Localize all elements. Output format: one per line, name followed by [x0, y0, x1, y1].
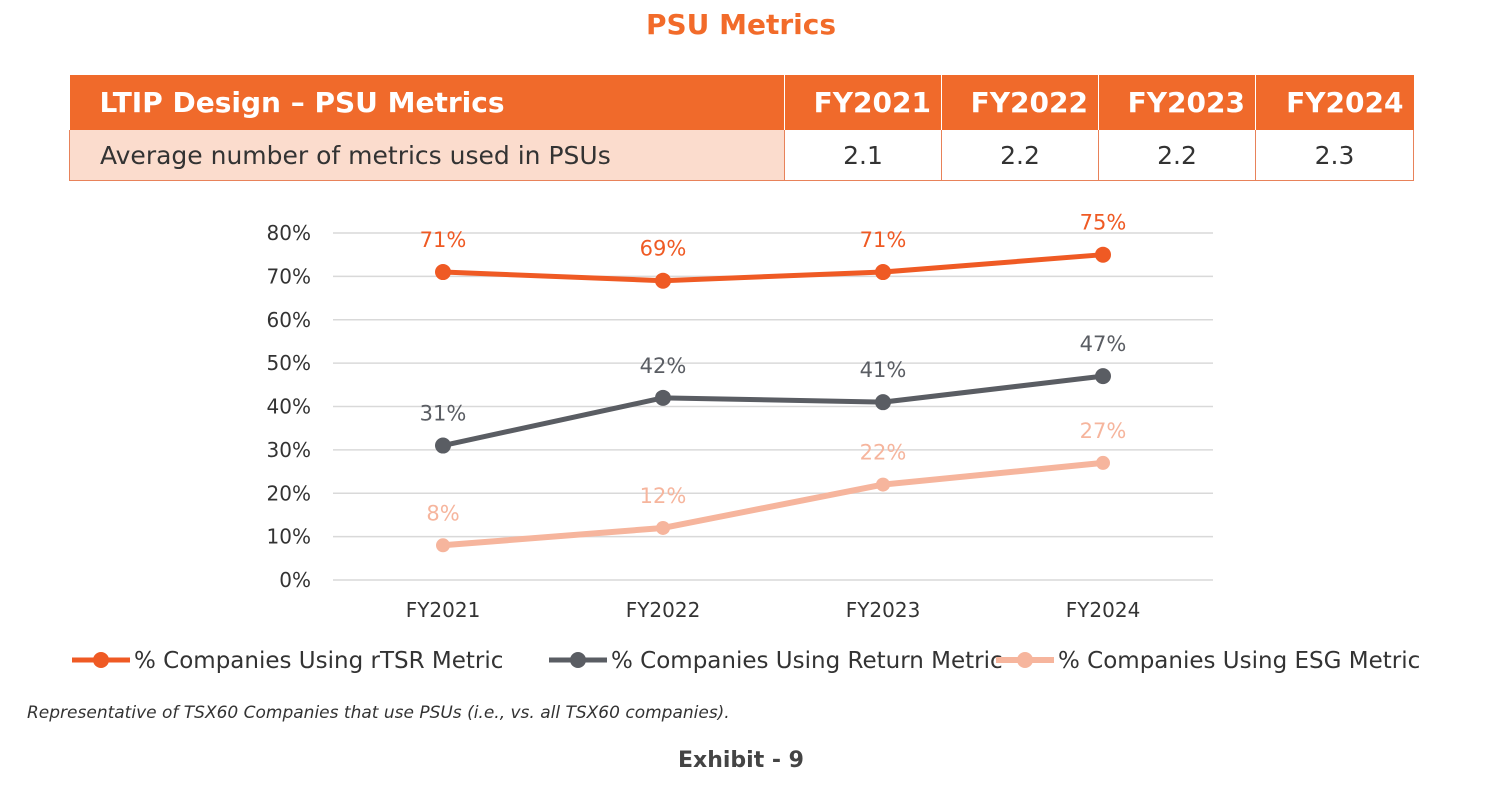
table-header-row: LTIP Design – PSU Metrics FY2021 FY2022 …	[69, 75, 1414, 130]
y-tick-label: 60%	[267, 308, 311, 332]
data-label: 71%	[860, 228, 907, 252]
y-tick-label: 10%	[267, 525, 311, 549]
table-header-year: FY2022	[941, 75, 1099, 130]
data-label: 8%	[426, 501, 459, 525]
data-point	[1095, 246, 1111, 263]
data-point	[875, 264, 891, 281]
y-tick-label: 50%	[267, 351, 311, 375]
legend-marker	[570, 652, 586, 668]
exhibit-label: Exhibit - 9	[678, 748, 804, 773]
table-cell: 2.1	[784, 130, 942, 181]
line-chart: 0% 10% 20% 30% 40% 50% 60% 70% 80% FY2021 FY2022 FY…	[72, 211, 1420, 674]
data-point	[656, 520, 670, 535]
data-point	[875, 394, 891, 411]
data-point	[876, 477, 890, 492]
legend-label: % Companies Using ESG Metric	[1058, 648, 1420, 674]
series-line	[442, 373, 1104, 448]
table-row-label: Average number of metrics used in PSUs	[69, 130, 785, 181]
data-point	[655, 389, 671, 406]
y-tick-label: 70%	[267, 264, 311, 288]
footnote: Representative of TSX60 Companies that u…	[27, 703, 730, 723]
series-line	[442, 252, 1104, 284]
y-tick-label: 40%	[267, 395, 311, 419]
data-label: 41%	[860, 358, 907, 382]
data-label: 47%	[1080, 332, 1127, 356]
data-point	[655, 272, 671, 289]
y-tick-label: 0%	[279, 568, 311, 592]
page-title: PSU Metrics	[645, 8, 837, 41]
table-header-year: FY2023	[1098, 75, 1256, 130]
table-header-label: LTIP Design – PSU Metrics	[69, 75, 785, 130]
data-label: 75%	[1080, 211, 1127, 235]
table-header-year: FY2024	[1255, 75, 1414, 130]
data-point	[436, 538, 450, 553]
legend-marker	[93, 652, 109, 668]
legend-label: % Companies Using rTSR Metric	[134, 648, 503, 674]
y-tick-label: 20%	[267, 481, 311, 505]
table-cell: 2.3	[1255, 130, 1414, 181]
data-label: 42%	[640, 354, 687, 378]
data-point	[1096, 455, 1110, 470]
table-cell: 2.2	[1098, 130, 1256, 181]
data-point	[435, 264, 451, 281]
table-row: Average number of metrics used in PSUs 2…	[69, 130, 1414, 181]
data-label: 12%	[640, 484, 687, 508]
data-label: 22%	[860, 441, 907, 465]
y-tick-label: 30%	[267, 438, 311, 462]
x-tick-label: FY2024	[1066, 598, 1141, 622]
psu-metrics-table: LTIP Design – PSU Metrics FY2021 FY2022 …	[69, 75, 1414, 181]
data-point	[1095, 368, 1111, 385]
data-label: 27%	[1080, 419, 1127, 443]
series-line	[442, 459, 1104, 549]
x-tick-label: FY2021	[406, 598, 481, 622]
data-point	[435, 437, 451, 454]
data-label: 71%	[420, 228, 467, 252]
data-label: 69%	[640, 237, 687, 261]
x-tick-label: FY2022	[626, 598, 701, 622]
table-header-year: FY2021	[784, 75, 942, 130]
data-label: 31%	[420, 402, 467, 426]
table-cell: 2.2	[941, 130, 1099, 181]
legend-marker	[1017, 652, 1033, 668]
legend-label: % Companies Using Return Metric	[611, 648, 1003, 674]
x-tick-label: FY2023	[846, 598, 921, 622]
y-tick-label: 80%	[267, 221, 311, 245]
